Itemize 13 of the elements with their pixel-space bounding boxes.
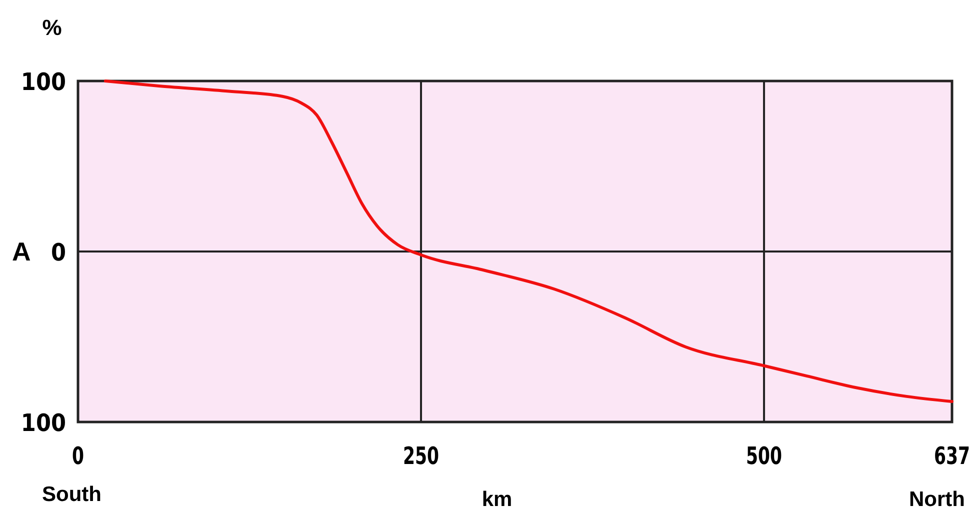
x-tick-label: 500 (746, 443, 782, 471)
y-tick-label: 100 (20, 68, 66, 96)
y-axis-title: % (42, 15, 62, 40)
x-tick-label: 0 (72, 443, 84, 471)
x-axis-title: km (482, 488, 512, 511)
text: A (12, 236, 31, 266)
line-series (104, 80, 954, 404)
x-tick-label: 637 (934, 443, 970, 471)
text: North (909, 488, 965, 511)
x-tick-label: 250 (402, 443, 440, 471)
y-tick-label: 100 (20, 409, 66, 437)
text: South (42, 483, 102, 506)
y-tick-label: 0 (50, 238, 66, 266)
